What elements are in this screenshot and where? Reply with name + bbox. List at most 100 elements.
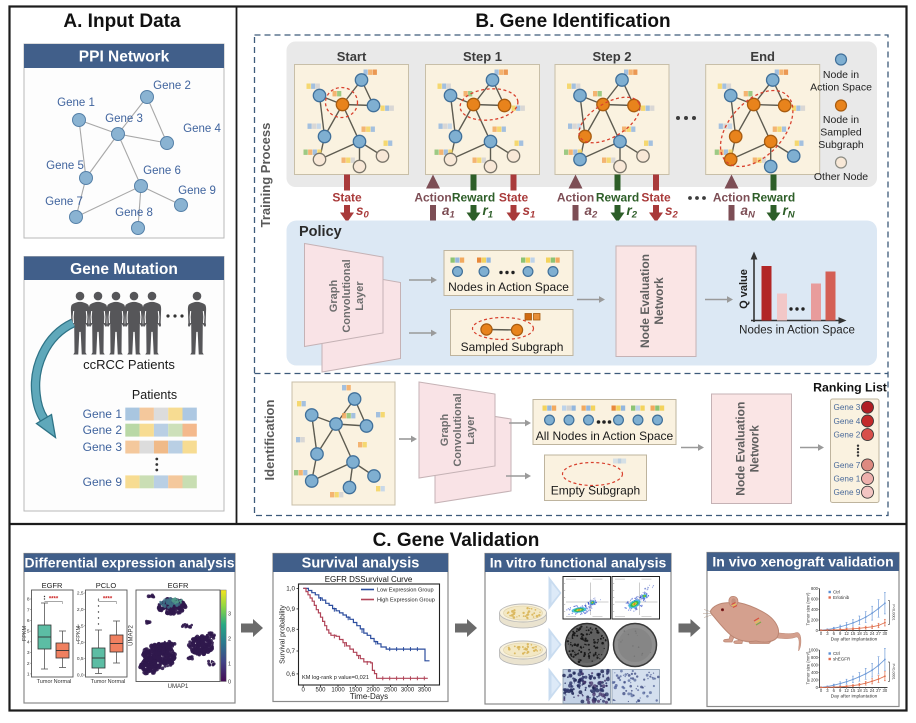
svg-text:FPKM: FPKM	[76, 625, 82, 641]
svg-text:EGFR: EGFR	[168, 581, 189, 590]
svg-text:All Nodes in Action Space: All Nodes in Action Space	[536, 429, 674, 443]
svg-text:Gene 7: Gene 7	[45, 196, 83, 208]
svg-text:2: 2	[27, 661, 30, 667]
svg-text:Convolutional: Convolutional	[452, 393, 464, 466]
svg-text:400: 400	[811, 607, 819, 612]
svg-text:3: 3	[27, 650, 30, 656]
svg-text:Gene Mutation: Gene Mutation	[70, 261, 178, 278]
svg-text:EGFR: EGFR	[42, 581, 63, 590]
svg-text:Gene 3: Gene 3	[83, 440, 123, 454]
svg-text:6: 6	[833, 631, 836, 636]
svg-text:Differential expression analys: Differential expression analysis	[24, 555, 234, 571]
svg-text:1,5: 1,5	[77, 623, 84, 629]
svg-text:0: 0	[820, 688, 823, 693]
svg-text:Tumor: Tumor	[91, 679, 107, 685]
svg-text:Ctrl: Ctrl	[833, 589, 840, 594]
svg-text:4: 4	[27, 639, 30, 645]
svg-text:State: State	[641, 191, 671, 205]
svg-text:UMAP1: UMAP1	[168, 684, 189, 690]
svg-text:9: 9	[839, 688, 842, 693]
svg-text:Network: Network	[748, 425, 762, 473]
svg-text:Identification: Identification	[262, 399, 277, 480]
svg-text:Gene 5: Gene 5	[46, 160, 84, 172]
svg-text:15: 15	[851, 688, 856, 693]
svg-text:0: 0	[820, 631, 823, 636]
svg-text:2500: 2500	[384, 688, 398, 694]
svg-text:Policy: Policy	[299, 224, 342, 240]
svg-text:PPI Network: PPI Network	[79, 49, 170, 66]
svg-text:2: 2	[228, 637, 231, 643]
svg-text:Gene 2: Gene 2	[153, 80, 191, 92]
svg-text:Survival analysis: Survival analysis	[302, 556, 420, 572]
svg-text:Node in: Node in	[823, 69, 859, 81]
svg-text:600: 600	[811, 596, 819, 601]
svg-text:2000: 2000	[366, 688, 380, 694]
svg-text:Layer: Layer	[354, 281, 366, 311]
svg-text:Gene 4: Gene 4	[833, 417, 860, 426]
svg-text:Start: Start	[337, 49, 367, 64]
svg-text:Step 2: Step 2	[592, 49, 631, 64]
svg-text:21: 21	[863, 631, 868, 636]
svg-text:2,5: 2,5	[77, 591, 84, 597]
svg-text:27: 27	[876, 631, 881, 636]
svg-text:r2: r2	[627, 203, 638, 221]
svg-text:1,0: 1,0	[286, 585, 295, 592]
svg-text:18: 18	[857, 688, 862, 693]
svg-text:Day after implantation: Day after implantation	[831, 693, 878, 699]
svg-text:Action Space: Action Space	[810, 82, 872, 94]
svg-text:1,0: 1,0	[77, 640, 84, 646]
svg-text:3500: 3500	[418, 688, 432, 694]
svg-text:Nodes in Action Space: Nodes in Action Space	[448, 280, 569, 294]
svg-text:Reward: Reward	[452, 191, 495, 205]
svg-text:0,6: 0,6	[286, 671, 295, 678]
svg-text:PCLO: PCLO	[96, 581, 117, 590]
svg-text:1: 1	[228, 661, 231, 667]
svg-text:0,0: 0,0	[77, 673, 84, 679]
svg-text:Normal: Normal	[54, 679, 72, 685]
svg-text:Gene 8: Gene 8	[115, 207, 153, 219]
svg-text:Gene 3: Gene 3	[105, 113, 143, 125]
svg-text:Normal: Normal	[108, 679, 126, 685]
svg-text:In vivo xenograft validation: In vivo xenograft validation	[712, 554, 893, 570]
svg-text:Convolutional: Convolutional	[341, 259, 353, 332]
svg-text:500: 500	[315, 688, 326, 694]
svg-text:1000: 1000	[809, 647, 819, 652]
svg-text:r1: r1	[483, 203, 494, 221]
svg-text:Tumor: Tumor	[37, 679, 53, 685]
svg-text:Ranking List: Ranking List	[813, 381, 887, 395]
svg-text:Training Process: Training Process	[258, 123, 273, 228]
svg-text:Q value: Q value	[738, 269, 750, 309]
svg-text:30: 30	[883, 688, 888, 693]
svg-text:600: 600	[811, 662, 819, 667]
svg-text:Subgraph: Subgraph	[818, 139, 864, 151]
svg-text:Graph: Graph	[439, 414, 451, 447]
svg-text:P<0,0001: P<0,0001	[892, 604, 896, 620]
svg-text:Graph: Graph	[328, 280, 340, 313]
svg-text:7: 7	[27, 607, 30, 613]
svg-text:UMAP2: UMAP2	[129, 625, 135, 646]
svg-text:15: 15	[851, 631, 856, 636]
svg-text:2,0: 2,0	[77, 607, 84, 613]
svg-text:Gene 9: Gene 9	[83, 475, 123, 489]
svg-text:Step 1: Step 1	[463, 49, 502, 64]
svg-text:Survival probability: Survival probability	[280, 605, 287, 664]
svg-text:9: 9	[839, 631, 842, 636]
svg-text:21: 21	[863, 688, 868, 693]
svg-text:Gene 4: Gene 4	[183, 123, 221, 135]
svg-text:400: 400	[811, 670, 819, 675]
svg-text:30: 30	[883, 631, 888, 636]
svg-text:Sampled: Sampled	[820, 127, 862, 139]
svg-text:24: 24	[870, 631, 875, 636]
svg-text:800: 800	[811, 586, 819, 591]
svg-text:Layer: Layer	[465, 415, 477, 445]
svg-text:0,8: 0,8	[286, 626, 295, 633]
svg-text:Action: Action	[414, 191, 451, 205]
svg-text:Action: Action	[713, 191, 750, 205]
svg-text:A. Input Data: A. Input Data	[63, 11, 181, 32]
svg-text:Network: Network	[652, 277, 666, 325]
svg-text:ccRCC Patients: ccRCC Patients	[83, 357, 175, 372]
svg-text:Gene 1: Gene 1	[833, 475, 860, 484]
svg-text:1500: 1500	[349, 688, 363, 694]
svg-text:18: 18	[857, 631, 862, 636]
svg-text:6: 6	[833, 688, 836, 693]
